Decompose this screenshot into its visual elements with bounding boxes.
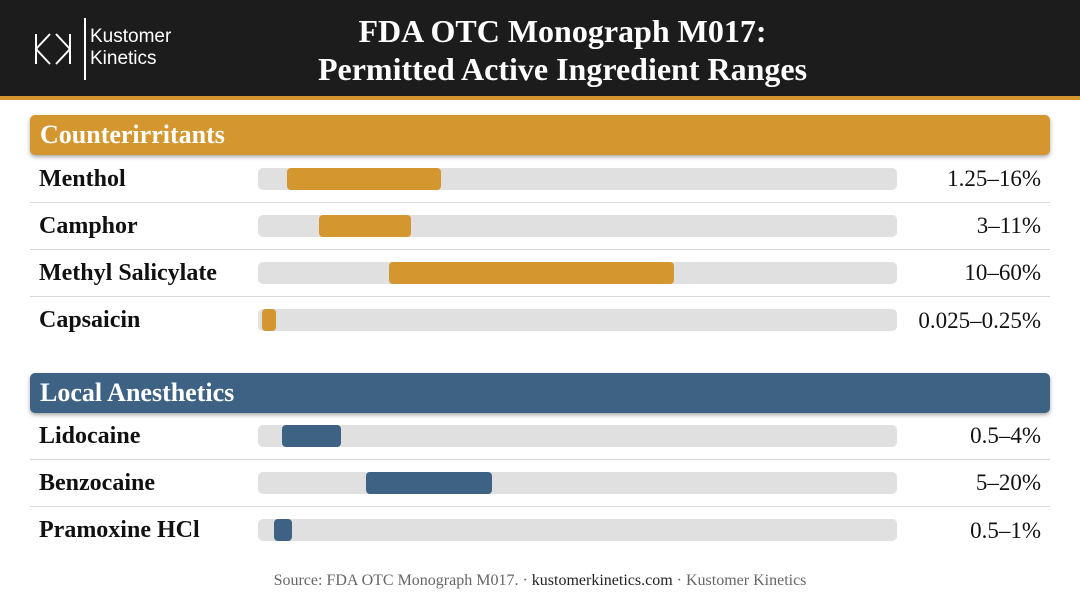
range-bar-pramoxine-hcl xyxy=(274,519,292,541)
ingredient-label: Benzocaine xyxy=(39,469,155,496)
range-value: 0.5–1% xyxy=(970,517,1041,543)
source-link[interactable]: kustomerkinetics.com xyxy=(531,572,673,589)
ingredient-label: Camphor xyxy=(39,212,138,239)
range-value: 3–11% xyxy=(976,213,1041,238)
brand-name: Kustomer Kinetics xyxy=(90,26,171,70)
ingredient-label: Lidocaine xyxy=(39,422,141,449)
range-bar-methyl-salicylate xyxy=(389,262,674,284)
range-bar-capsaicin xyxy=(262,309,276,331)
range-track xyxy=(258,168,897,190)
chart-row-benzocaine: Benzocaine 5–20% xyxy=(30,460,1050,507)
range-track xyxy=(258,309,897,331)
source-footer: Source: FDA OTC Monograph M017. · kustom… xyxy=(0,572,1080,590)
range-track xyxy=(258,262,897,284)
ingredient-label: Capsaicin xyxy=(39,307,141,333)
range-value: 10–60% xyxy=(964,260,1041,285)
section-header-counterirritants: Counterirritants xyxy=(30,115,1050,155)
chart-row-pramoxine-hcl: Pramoxine HCl 0.5–1% xyxy=(30,507,1050,554)
range-track xyxy=(258,519,897,541)
page-title: FDA OTC Monograph M017: Permitted Active… xyxy=(250,12,875,88)
chart-row-camphor: Camphor 3–11% xyxy=(30,203,1050,250)
range-track xyxy=(258,215,897,237)
section-header-local-anesthetics: Local Anesthetics xyxy=(30,373,1050,413)
range-track xyxy=(258,425,897,447)
range-value: 0.5–4% xyxy=(970,423,1041,448)
brand-logo: Kustomer Kinetics xyxy=(30,14,190,84)
header-banner: Kustomer Kinetics FDA OTC Monograph M017… xyxy=(0,0,1080,100)
source-text: Source: FDA OTC Monograph M017. · xyxy=(273,572,532,589)
chart-row-menthol: Menthol 1.25–16% xyxy=(30,156,1050,203)
ingredient-label: Menthol xyxy=(39,165,126,192)
logo-divider xyxy=(84,18,86,80)
range-bar-menthol xyxy=(287,168,441,190)
range-bar-camphor xyxy=(319,215,411,237)
brand-name-line1: Kustomer xyxy=(90,26,172,47)
range-bar-benzocaine xyxy=(366,472,492,494)
brand-name-line2: Kinetics xyxy=(90,48,157,69)
range-value: 1.25–16% xyxy=(947,166,1041,191)
footer-brand: · Kustomer Kinetics xyxy=(672,572,807,589)
chart-row-capsaicin: Capsaicin 0.025–0.25% xyxy=(30,297,1050,344)
range-value: 0.025–0.25% xyxy=(918,307,1041,333)
chart-row-lidocaine: Lidocaine 0.5–4% xyxy=(30,413,1050,460)
chart-row-methyl-salicylate: Methyl Salicylate 10–60% xyxy=(30,250,1050,297)
kk-monogram-icon xyxy=(35,33,71,65)
range-bar-lidocaine xyxy=(282,425,341,447)
ingredient-label: Methyl Salicylate xyxy=(39,259,217,286)
range-value: 5–20% xyxy=(975,470,1041,495)
title-line2: Permitted Active Ingredient Ranges xyxy=(317,51,808,87)
title-line1: FDA OTC Monograph M017: xyxy=(358,13,767,49)
ingredient-label: Pramoxine HCl xyxy=(39,517,200,543)
range-track xyxy=(258,472,897,494)
